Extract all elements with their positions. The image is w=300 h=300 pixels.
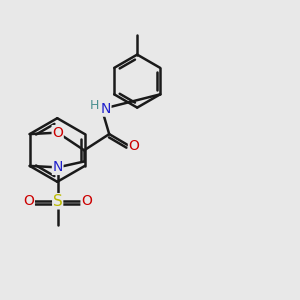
Text: S: S — [53, 194, 63, 209]
Text: O: O — [23, 194, 34, 208]
Text: H: H — [90, 99, 99, 112]
Text: N: N — [100, 102, 111, 116]
Text: O: O — [81, 194, 92, 208]
Text: O: O — [128, 139, 140, 153]
Text: O: O — [52, 126, 63, 140]
Text: N: N — [52, 160, 63, 174]
